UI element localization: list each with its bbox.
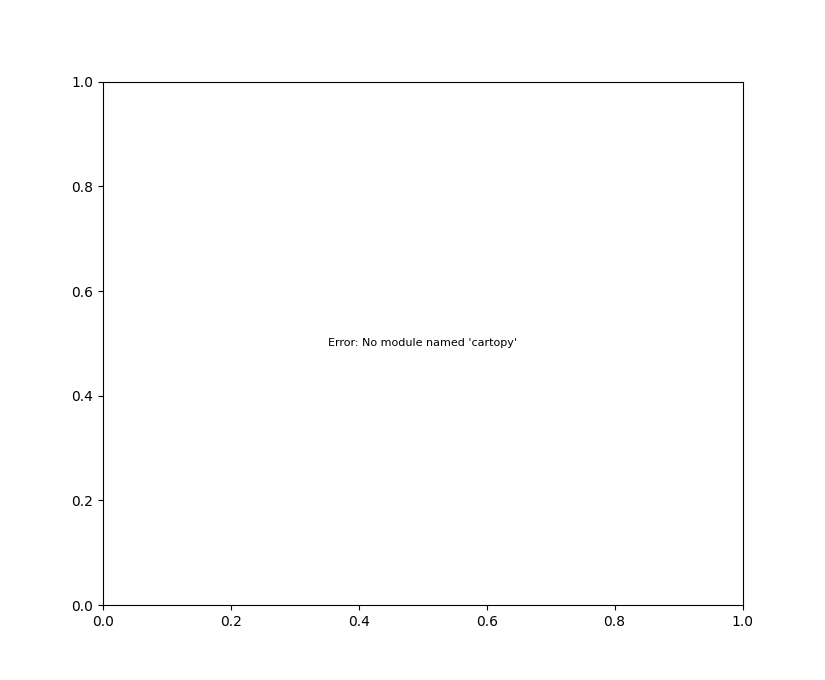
Text: Error: No module named 'cartopy': Error: No module named 'cartopy'	[328, 339, 517, 348]
